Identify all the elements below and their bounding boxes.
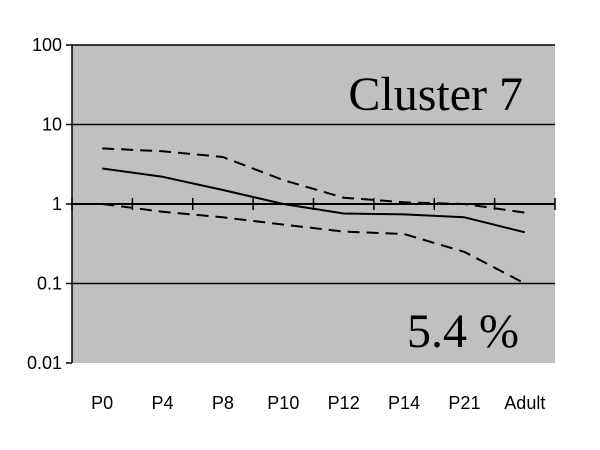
x-tick-label-p14: P14 bbox=[388, 393, 420, 413]
series-line-2 bbox=[102, 167, 526, 234]
cluster-title: Cluster 7 bbox=[348, 68, 523, 121]
y-tick-label-100: 100 bbox=[32, 35, 62, 55]
percent-label: 5.4 % bbox=[407, 305, 519, 358]
x-tick-label-p4: P4 bbox=[152, 393, 174, 413]
x-tick-label-adult: Adult bbox=[504, 393, 545, 413]
x-tick-label-p10: P10 bbox=[267, 393, 299, 413]
y-tick-labels: 100 10 1 0.1 0.01 bbox=[27, 35, 62, 373]
series-line-1 bbox=[102, 147, 525, 214]
axes bbox=[66, 44, 556, 364]
gridlines bbox=[72, 44, 555, 285]
x-tick-label-p21: P21 bbox=[448, 393, 480, 413]
y-tick-label-1: 1 bbox=[52, 194, 62, 214]
x-tick-labels: P0 P4 P8 P10 P12 P14 P21 Adult bbox=[91, 393, 545, 413]
series-line-3 bbox=[102, 203, 526, 285]
x-tick-label-p0: P0 bbox=[91, 393, 113, 413]
series-group bbox=[102, 147, 526, 285]
y-tick-label-0.1: 0.1 bbox=[37, 274, 62, 294]
y-tick-label-10: 10 bbox=[42, 115, 62, 135]
x-tick-label-p8: P8 bbox=[212, 393, 234, 413]
y-tick-label-0.01: 0.01 bbox=[27, 353, 62, 373]
x-tick-label-p12: P12 bbox=[328, 393, 360, 413]
